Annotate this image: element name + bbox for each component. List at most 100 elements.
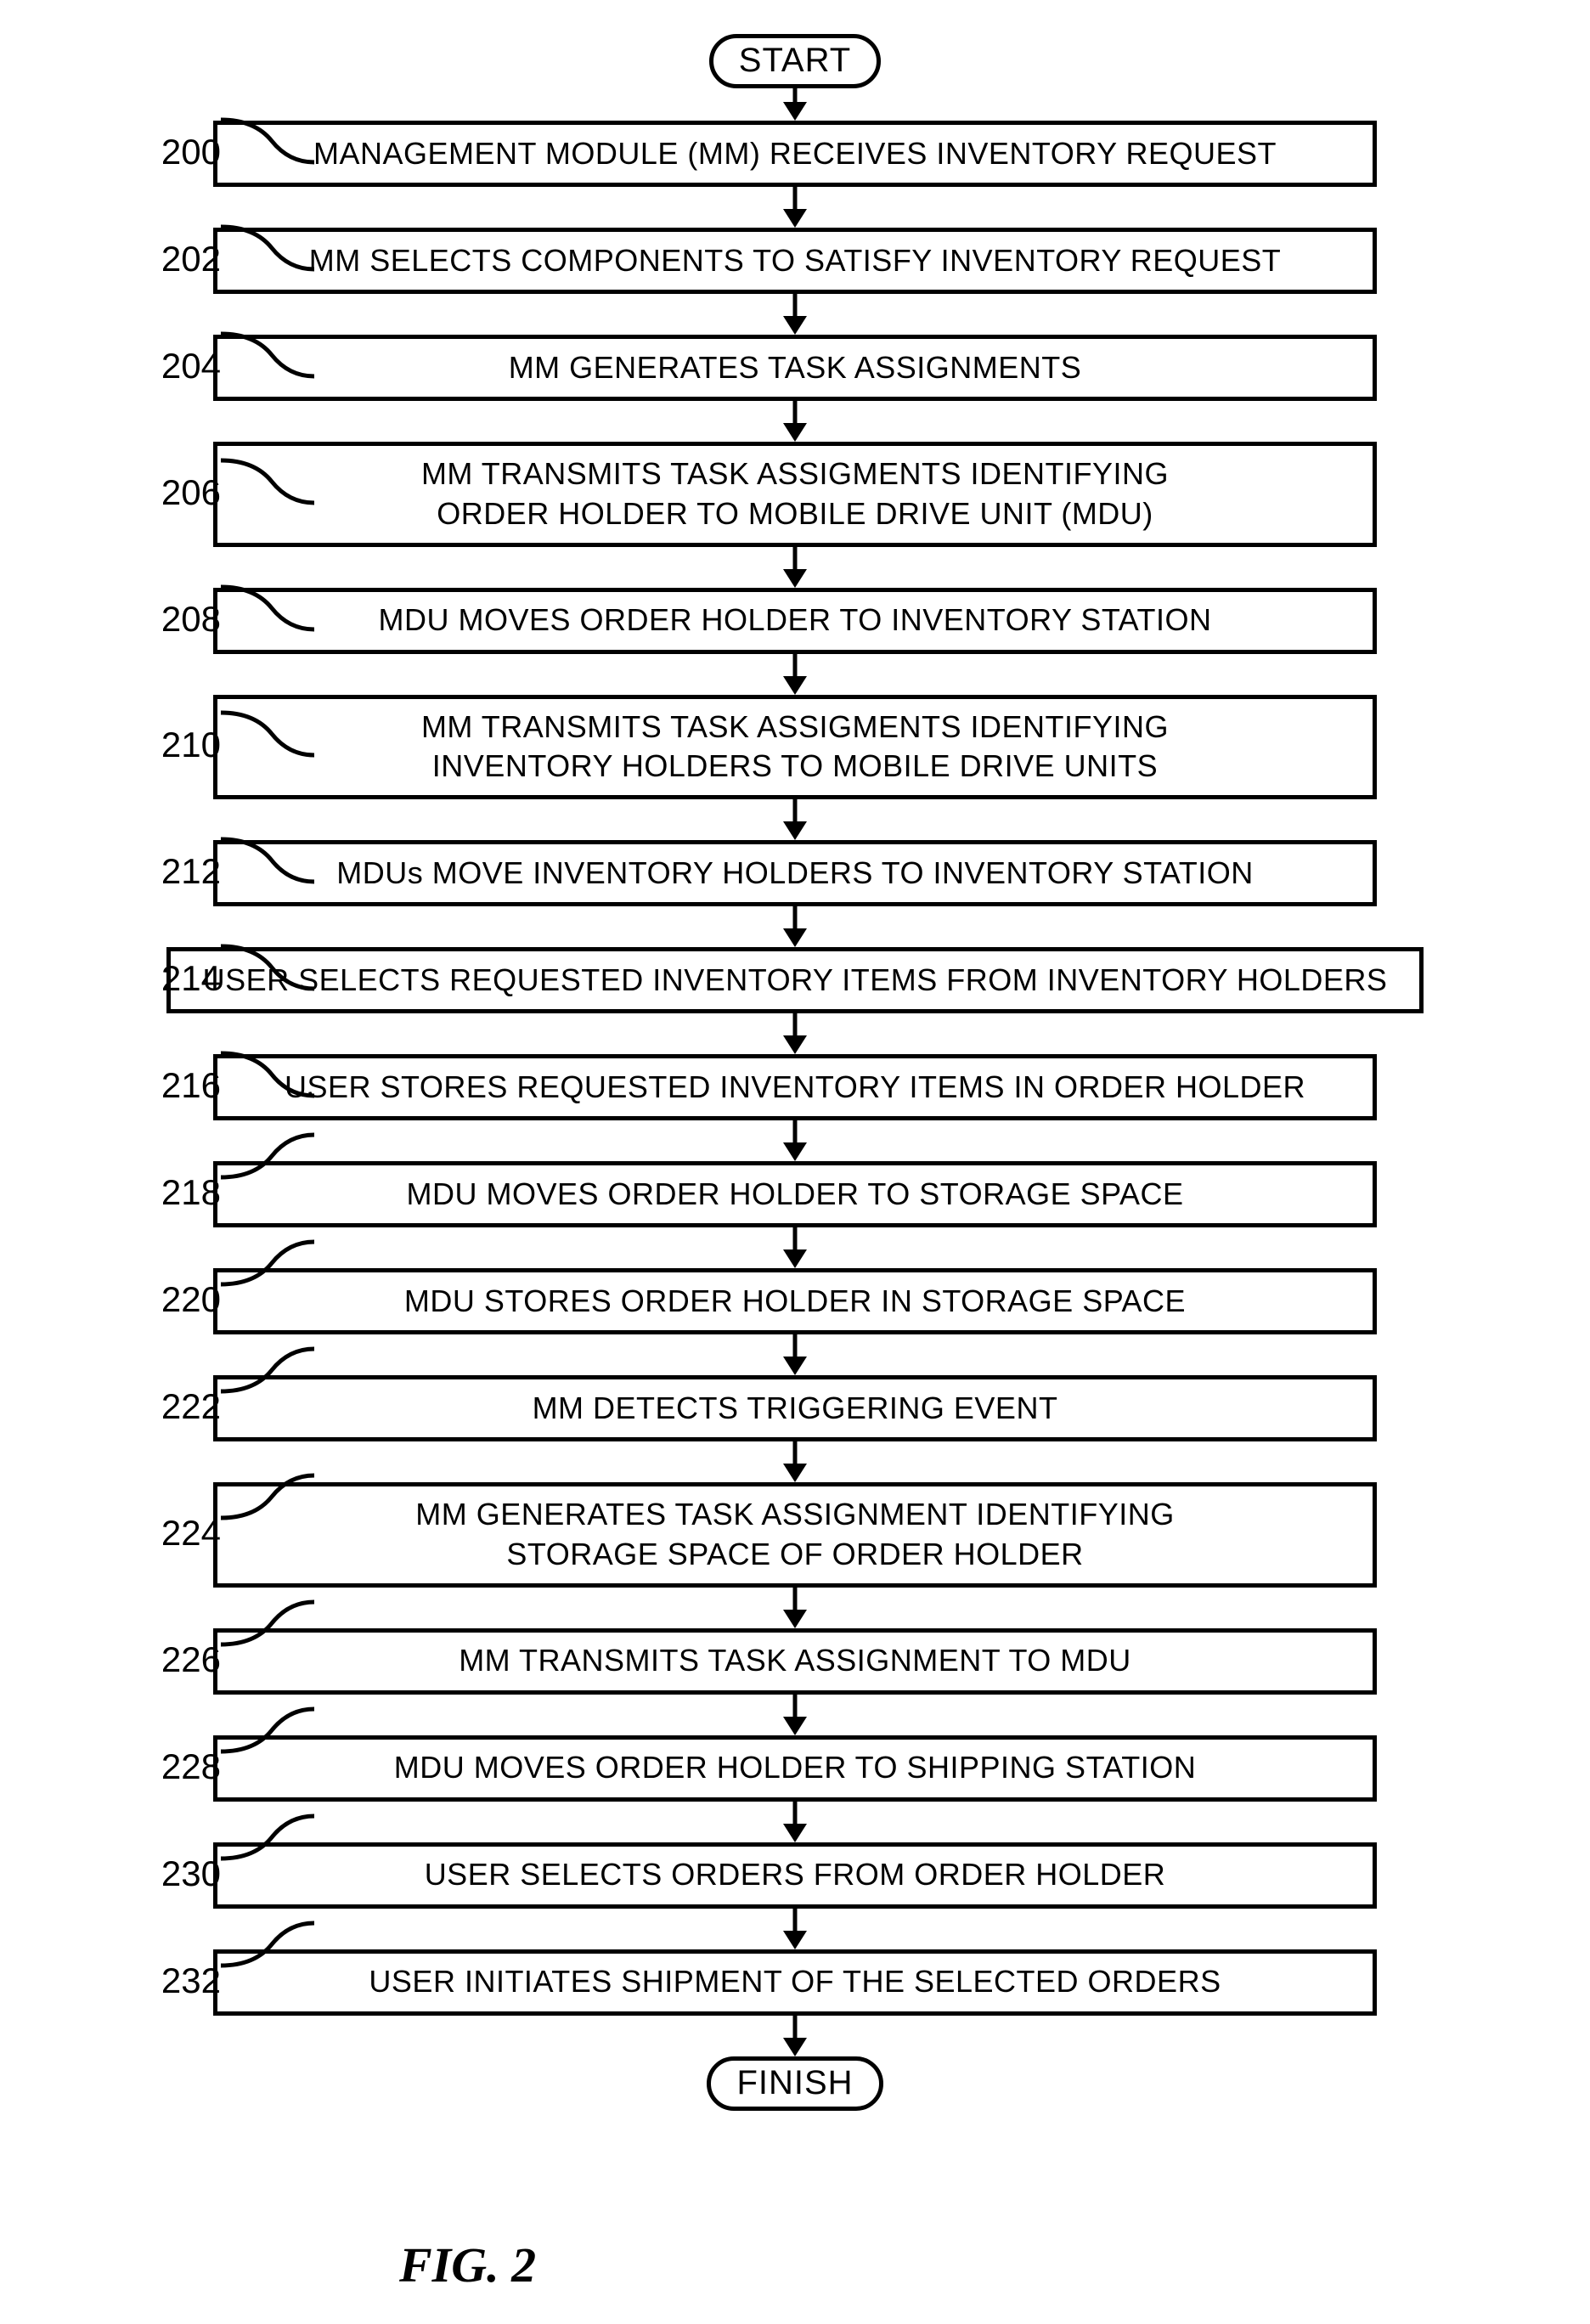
process-box: MM TRANSMITS TASK ASSIGNMENT TO MDU	[213, 1628, 1377, 1695]
arrow-icon	[778, 88, 812, 121]
process-box-text: MM GENERATES TASK ASSIGNMENTS	[509, 348, 1082, 388]
flowchart-step: 232 USER INITIATES SHIPMENT OF THE SELEC…	[0, 1949, 1590, 2016]
finish-terminal: FINISH	[707, 2056, 882, 2111]
flowchart-column: START 200 MANAGEMENT MODULE (MM) RECEIVE…	[0, 34, 1590, 2111]
step-ref-number: 208	[127, 599, 221, 640]
flowchart-step: 220 MDU STORES ORDER HOLDER IN STORAGE S…	[0, 1268, 1590, 1334]
arrow-icon	[778, 1334, 812, 1375]
leader-line-icon	[221, 1383, 314, 1396]
flowchart-step: 210 MM TRANSMITS TASK ASSIGMENTS IDENTIF…	[0, 695, 1590, 800]
leader-line-icon	[221, 955, 314, 993]
process-box: MM GENERATES TASK ASSIGNMENTS	[213, 335, 1377, 401]
process-box: MM SELECTS COMPONENTS TO SATISFY INVENTO…	[213, 228, 1377, 294]
process-box-text: MM TRANSMITS TASK ASSIGMENTS IDENTIFYING…	[421, 454, 1169, 534]
process-box-text: MANAGEMENT MODULE (MM) RECEIVES INVENTOR…	[313, 134, 1277, 174]
flowchart-step: 214 USER SELECTS REQUESTED INVENTORY ITE…	[0, 947, 1590, 1013]
process-box-text: USER INITIATES SHIPMENT OF THE SELECTED …	[369, 1962, 1221, 2002]
step-ref-number: 216	[127, 1065, 221, 1106]
step-ref-number: 210	[127, 725, 221, 765]
process-box: USER SELECTS ORDERS FROM ORDER HOLDER	[213, 1842, 1377, 1909]
leader-line-icon	[221, 128, 314, 166]
process-box: USER STORES REQUESTED INVENTORY ITEMS IN…	[213, 1054, 1377, 1120]
process-box: MANAGEMENT MODULE (MM) RECEIVES INVENTOR…	[213, 121, 1377, 187]
leader-line-icon	[221, 1957, 314, 1970]
process-box: MDUs MOVE INVENTORY HOLDERS TO INVENTORY…	[213, 840, 1377, 906]
step-ref-number: 202	[127, 239, 221, 279]
process-box-text: USER STORES REQUESTED INVENTORY ITEMS IN…	[285, 1068, 1305, 1108]
step-ref-number: 226	[127, 1639, 221, 1680]
flowchart-step: 222 MM DETECTS TRIGGERING EVENT	[0, 1375, 1590, 1441]
process-box: MM DETECTS TRIGGERING EVENT	[213, 1375, 1377, 1441]
flowchart-step: 230 USER SELECTS ORDERS FROM ORDER HOLDE…	[0, 1842, 1590, 1909]
figure-label: FIG. 2	[399, 2237, 536, 2293]
process-box-text: MM TRANSMITS TASK ASSIGNMENT TO MDU	[459, 1641, 1131, 1681]
process-box-text: MDU MOVES ORDER HOLDER TO INVENTORY STAT…	[379, 601, 1212, 640]
flowchart-step: 216 USER STORES REQUESTED INVENTORY ITEM…	[0, 1054, 1590, 1120]
leader-line-icon	[221, 342, 314, 381]
step-ref-number: 228	[127, 1746, 221, 1787]
arrow-icon	[778, 799, 812, 840]
arrow-icon	[778, 1227, 812, 1268]
process-box-text: MDUs MOVE INVENTORY HOLDERS TO INVENTORY…	[336, 854, 1254, 894]
process-box-text: MM TRANSMITS TASK ASSIGMENTS IDENTIFYING…	[421, 708, 1169, 787]
arrow-icon	[778, 1120, 812, 1161]
process-box: MDU MOVES ORDER HOLDER TO INVENTORY STAT…	[213, 588, 1377, 654]
arrow-icon	[778, 187, 812, 228]
flowchart-step: 224 MM GENERATES TASK ASSIGNMENT IDENTIF…	[0, 1482, 1590, 1588]
flowchart-step: 200 MANAGEMENT MODULE (MM) RECEIVES INVE…	[0, 121, 1590, 187]
leader-line-icon	[221, 1743, 314, 1756]
process-box-text: MM DETECTS TRIGGERING EVENT	[533, 1389, 1058, 1429]
flowchart-step: 212 MDUs MOVE INVENTORY HOLDERS TO INVEN…	[0, 840, 1590, 906]
process-box-text: MDU MOVES ORDER HOLDER TO STORAGE SPACE	[407, 1175, 1184, 1215]
process-box: MM TRANSMITS TASK ASSIGMENTS IDENTIFYING…	[213, 442, 1377, 547]
step-ref-number: 206	[127, 472, 221, 513]
process-box-text: MDU MOVES ORDER HOLDER TO SHIPPING STATI…	[394, 1748, 1196, 1788]
process-box-text: MDU STORES ORDER HOLDER IN STORAGE SPACE	[404, 1282, 1186, 1322]
leader-line-icon	[221, 848, 314, 886]
step-ref-number: 212	[127, 851, 221, 892]
flowchart-step: 206 MM TRANSMITS TASK ASSIGMENTS IDENTIF…	[0, 442, 1590, 547]
arrow-icon	[778, 2016, 812, 2056]
leader-line-icon	[221, 595, 314, 634]
process-box: MDU STORES ORDER HOLDER IN STORAGE SPACE	[213, 1268, 1377, 1334]
process-box: MDU MOVES ORDER HOLDER TO SHIPPING STATI…	[213, 1735, 1377, 1802]
process-box: USER INITIATES SHIPMENT OF THE SELECTED …	[213, 1949, 1377, 2016]
process-box-text: USER SELECTS ORDERS FROM ORDER HOLDER	[425, 1855, 1166, 1895]
step-ref-number: 232	[127, 1960, 221, 2001]
step-ref-number: 218	[127, 1172, 221, 1213]
arrow-icon	[778, 1588, 812, 1628]
step-ref-number: 220	[127, 1279, 221, 1320]
arrow-icon	[778, 1695, 812, 1735]
leader-line-icon	[221, 1509, 314, 1522]
arrow-icon	[778, 1802, 812, 1842]
process-box: MM GENERATES TASK ASSIGNMENT IDENTIFYING…	[213, 1482, 1377, 1588]
arrow-icon	[778, 547, 812, 588]
flowchart-step: 226 MM TRANSMITS TASK ASSIGNMENT TO MDU	[0, 1628, 1590, 1695]
step-ref-number: 214	[127, 958, 221, 999]
flowchart-page: START 200 MANAGEMENT MODULE (MM) RECEIVE…	[0, 0, 1590, 2324]
step-ref-number: 204	[127, 346, 221, 386]
start-terminal: START	[709, 34, 881, 88]
flowchart-step: 218 MDU MOVES ORDER HOLDER TO STORAGE SP…	[0, 1161, 1590, 1227]
step-ref-number: 230	[127, 1853, 221, 1894]
process-box-text: MM GENERATES TASK ASSIGNMENT IDENTIFYING…	[415, 1495, 1174, 1575]
arrow-icon	[778, 906, 812, 947]
step-ref-number: 222	[127, 1386, 221, 1427]
step-ref-number: 224	[127, 1513, 221, 1554]
process-box: MM TRANSMITS TASK ASSIGMENTS IDENTIFYING…	[213, 695, 1377, 800]
leader-line-icon	[221, 1636, 314, 1649]
process-box-text: USER SELECTS REQUESTED INVENTORY ITEMS F…	[203, 961, 1388, 1001]
leader-line-icon	[221, 469, 314, 507]
flowchart-step: 228 MDU MOVES ORDER HOLDER TO SHIPPING S…	[0, 1735, 1590, 1802]
arrow-icon	[778, 1909, 812, 1949]
leader-line-icon	[221, 1062, 314, 1100]
arrow-icon	[778, 1441, 812, 1482]
arrow-icon	[778, 294, 812, 335]
flowchart-step: 202 MM SELECTS COMPONENTS TO SATISFY INV…	[0, 228, 1590, 294]
process-box: MDU MOVES ORDER HOLDER TO STORAGE SPACE	[213, 1161, 1377, 1227]
leader-line-icon	[221, 1169, 314, 1182]
arrow-icon	[778, 401, 812, 442]
step-ref-number: 200	[127, 132, 221, 172]
arrow-icon	[778, 654, 812, 695]
leader-line-icon	[221, 235, 314, 274]
